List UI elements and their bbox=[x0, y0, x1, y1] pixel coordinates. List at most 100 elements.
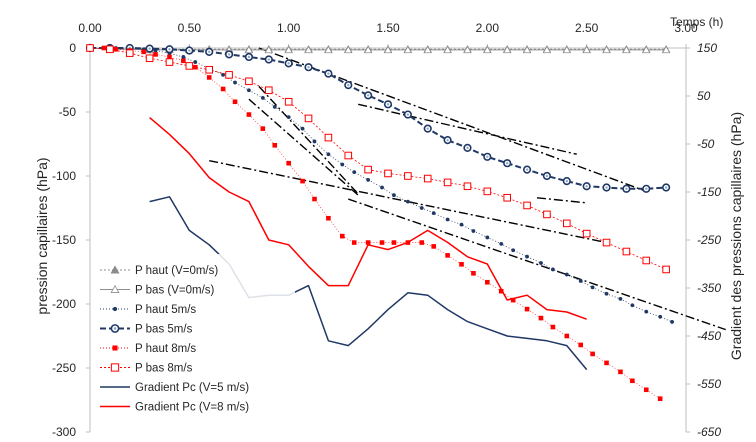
legend-label: P haut 5m/s bbox=[135, 304, 196, 316]
data-point bbox=[550, 267, 555, 272]
data-point bbox=[165, 58, 174, 66]
x-tick-label: 0.50 bbox=[178, 21, 202, 35]
annotation-line bbox=[536, 197, 587, 204]
annotation-line bbox=[258, 85, 359, 195]
data-point bbox=[272, 142, 278, 148]
data-series bbox=[85, 43, 674, 402]
data-point bbox=[312, 196, 317, 202]
y-left-tick-label: -150 bbox=[52, 233, 76, 247]
data-point-center bbox=[565, 179, 568, 183]
data-point bbox=[284, 97, 293, 106]
data-point bbox=[670, 320, 674, 324]
data-point bbox=[225, 71, 233, 79]
data-point bbox=[324, 45, 333, 54]
data-point bbox=[471, 270, 476, 276]
data-point bbox=[662, 265, 670, 274]
y-right-tick-label: -550 bbox=[697, 377, 721, 391]
data-point bbox=[582, 45, 591, 54]
data-point-center bbox=[347, 83, 350, 87]
legend-label: P haut 8m/s bbox=[135, 343, 196, 355]
data-point bbox=[445, 217, 450, 222]
data-point bbox=[272, 104, 277, 109]
data-point-center bbox=[148, 47, 151, 50]
data-point bbox=[443, 45, 452, 54]
data-point bbox=[106, 45, 114, 54]
y-right-tick-label: 150 bbox=[697, 41, 717, 55]
legend-item: P haut 5m/s bbox=[100, 304, 196, 316]
data-point bbox=[383, 45, 393, 54]
data-point bbox=[141, 49, 146, 55]
y-right-tick-label: 50 bbox=[697, 89, 711, 103]
data-point bbox=[503, 45, 512, 54]
data-point bbox=[483, 45, 492, 54]
data-point-center bbox=[287, 62, 290, 65]
data-point bbox=[265, 86, 273, 95]
data-point bbox=[445, 253, 450, 258]
data-point bbox=[644, 309, 649, 314]
data-point bbox=[404, 172, 412, 180]
data-point bbox=[622, 45, 631, 54]
data-point bbox=[642, 256, 651, 265]
data-point bbox=[630, 378, 635, 384]
data-point bbox=[110, 284, 120, 293]
data-point-center bbox=[168, 48, 171, 51]
data-point bbox=[220, 86, 226, 92]
data-point bbox=[324, 133, 333, 142]
data-point bbox=[550, 324, 556, 330]
data-point bbox=[499, 241, 504, 246]
data-point bbox=[538, 315, 544, 321]
data-point bbox=[145, 54, 154, 63]
data-point bbox=[403, 45, 413, 54]
data-point bbox=[246, 112, 252, 117]
y-right-tick-label: -50 bbox=[697, 137, 715, 151]
data-point bbox=[630, 303, 635, 308]
y-right-tick-label: -350 bbox=[697, 281, 721, 295]
data-point bbox=[642, 45, 651, 54]
data-point bbox=[419, 206, 424, 210]
data-point bbox=[185, 62, 194, 70]
data-point bbox=[300, 178, 305, 184]
data-point bbox=[153, 52, 158, 57]
data-point bbox=[604, 360, 609, 366]
data-point bbox=[365, 240, 371, 245]
data-point bbox=[618, 296, 623, 301]
data-point bbox=[110, 363, 120, 372]
data-point bbox=[112, 306, 118, 312]
data-point-center bbox=[664, 186, 668, 189]
data-point bbox=[304, 45, 313, 54]
data-point bbox=[351, 240, 357, 245]
legend-item: P haut (V=0m/s) bbox=[100, 265, 218, 277]
data-point bbox=[113, 46, 119, 52]
data-point bbox=[622, 247, 631, 256]
data-point-center bbox=[625, 187, 628, 190]
data-point bbox=[523, 201, 531, 210]
data-point bbox=[232, 99, 238, 105]
data-point-center bbox=[605, 186, 608, 189]
data-point bbox=[658, 314, 663, 319]
y-left-tick-label: 0 bbox=[69, 41, 76, 55]
data-point bbox=[485, 235, 490, 240]
data-point bbox=[125, 49, 134, 57]
legend-label: P haut (V=0m/s) bbox=[135, 265, 218, 277]
data-point bbox=[483, 187, 492, 196]
data-point bbox=[431, 244, 436, 249]
data-point-center bbox=[247, 55, 251, 59]
data-point bbox=[340, 162, 345, 167]
data-point-center bbox=[327, 72, 330, 75]
data-point bbox=[524, 306, 530, 312]
data-point bbox=[326, 152, 331, 157]
data-point bbox=[563, 219, 571, 228]
data-point bbox=[205, 65, 213, 74]
data-point bbox=[459, 222, 464, 227]
series-line bbox=[89, 47, 667, 270]
data-point-center bbox=[386, 103, 390, 106]
chart-axes: 0.00 0.50 1.00 1.50 2.00 2.50 3.00 0 -50 -100 -150… bbox=[52, 21, 721, 439]
data-point bbox=[423, 174, 432, 183]
data-point bbox=[245, 77, 253, 86]
legend-item: P bas 8m/s bbox=[100, 363, 193, 375]
data-point bbox=[286, 160, 291, 166]
data-point bbox=[405, 240, 411, 245]
data-point bbox=[582, 229, 591, 238]
data-point bbox=[503, 193, 511, 202]
series-line bbox=[90, 47, 667, 190]
